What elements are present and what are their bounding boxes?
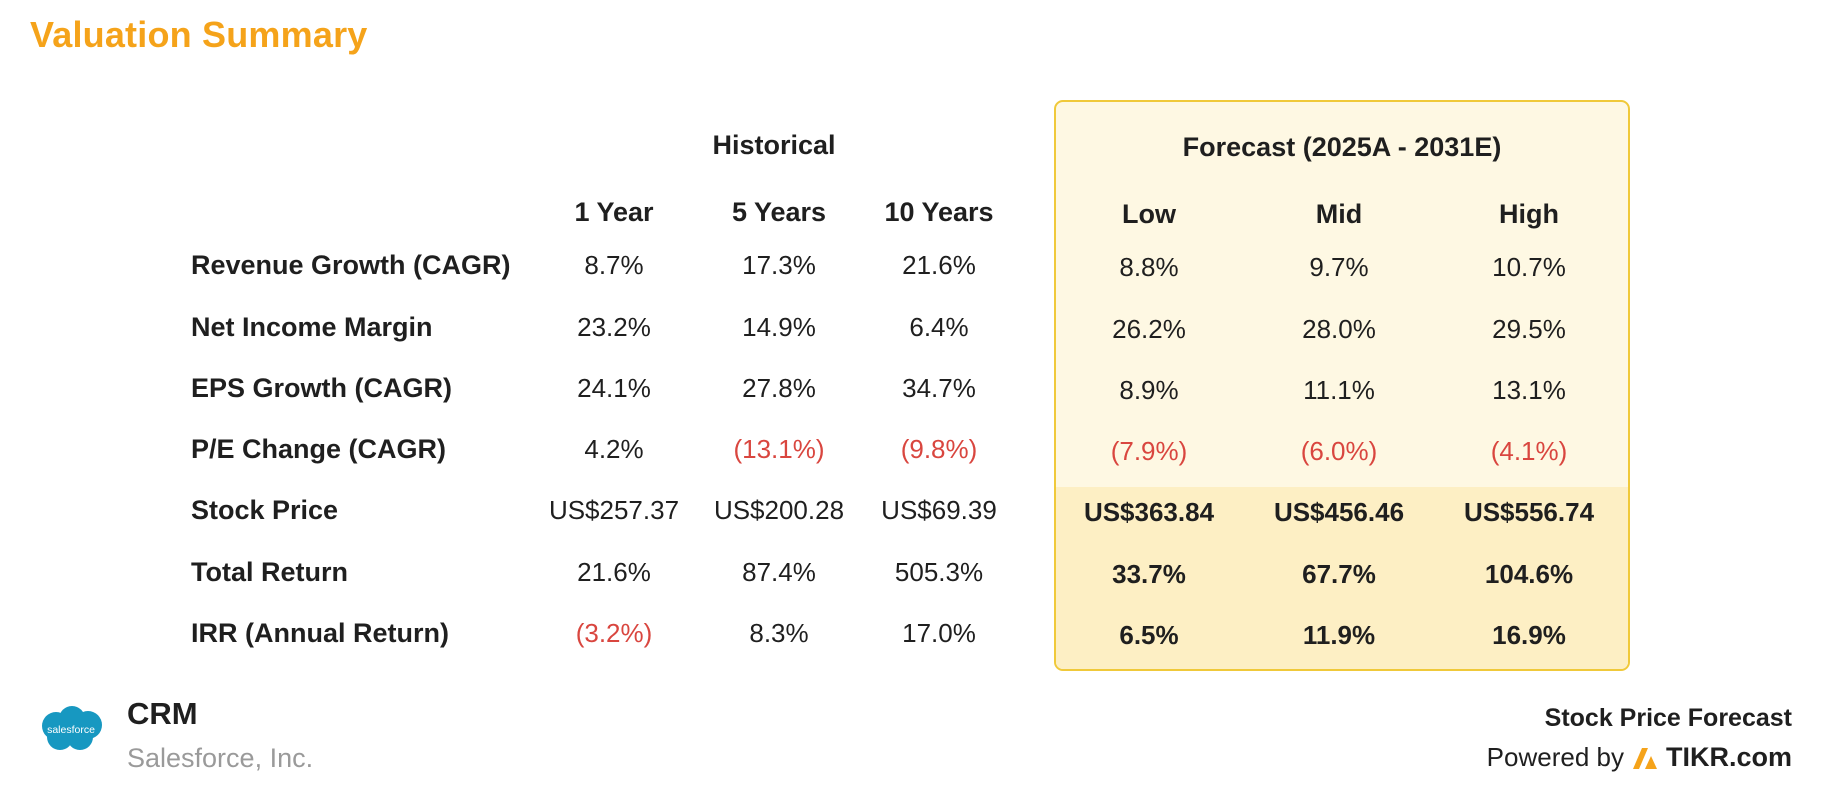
cell-1-year: (3.2%) xyxy=(575,618,653,648)
cell-high: (4.1%) xyxy=(1490,436,1568,466)
row-label: Revenue Growth (CAGR) xyxy=(191,250,511,280)
col-header-high: High xyxy=(1499,199,1559,229)
cell-1-year: 4.2% xyxy=(584,434,644,464)
col-header-5-years: 5 Years xyxy=(731,197,827,227)
col-header-low: Low xyxy=(1122,199,1176,229)
cell-low: 8.8% xyxy=(1119,252,1179,282)
cell-10-years: US$69.39 xyxy=(881,495,997,525)
forecast-label: Stock Price Forecast xyxy=(1544,704,1792,732)
cell-mid: 11.1% xyxy=(1303,375,1375,405)
cell-10-years: 17.0% xyxy=(902,618,976,648)
cell-5-years: US$200.28 xyxy=(713,495,845,525)
row-label: IRR (Annual Return) xyxy=(191,618,449,648)
cell-1-year: 8.7% xyxy=(584,250,644,280)
cell-low: 8.9% xyxy=(1119,375,1179,405)
cell-10-years: 505.3% xyxy=(894,557,984,587)
historical-header: Historical xyxy=(712,130,836,160)
forecast-header: Forecast (2025A - 2031E) xyxy=(1182,132,1502,162)
cell-mid: (6.0%) xyxy=(1300,436,1378,466)
cell-high: US$556.74 xyxy=(1463,497,1595,527)
cell-5-years: 8.3% xyxy=(749,618,809,648)
salesforce-logo: salesforce xyxy=(42,706,102,750)
company-name: Salesforce, Inc. xyxy=(127,743,314,773)
cell-10-years: (9.8%) xyxy=(900,434,978,464)
row-label: Total Return xyxy=(191,557,348,587)
cell-mid: US$456.46 xyxy=(1273,497,1405,527)
cell-low: 6.5% xyxy=(1119,620,1179,650)
cell-1-year: 21.6% xyxy=(577,557,651,587)
svg-text:salesforce: salesforce xyxy=(47,724,95,736)
cell-1-year: 23.2% xyxy=(577,312,651,342)
ticker: CRM xyxy=(127,696,198,731)
tikr-logo-icon xyxy=(1632,747,1657,769)
row-label: P/E Change (CAGR) xyxy=(191,434,447,464)
cell-high: 13.1% xyxy=(1492,375,1566,405)
cell-1-year: 24.1% xyxy=(577,373,651,403)
cell-5-years: 14.9% xyxy=(742,312,816,342)
row-label: Stock Price xyxy=(191,495,339,525)
row-label: Net Income Margin xyxy=(191,312,433,342)
cell-high: 10.7% xyxy=(1492,252,1566,282)
col-header-10-years: 10 Years xyxy=(884,197,994,227)
cell-low: (7.9%) xyxy=(1110,436,1188,466)
powered-by: Powered by TIKR.com xyxy=(1487,742,1792,773)
cell-5-years: (13.1%) xyxy=(733,434,825,464)
tikr-brand: TIKR.com xyxy=(1665,742,1792,772)
cell-mid: 9.7% xyxy=(1309,252,1369,282)
cell-5-years: 27.8% xyxy=(742,373,816,403)
page-title: Valuation Summary xyxy=(30,14,368,55)
cell-5-years: 87.4% xyxy=(742,557,816,587)
cell-5-years: 17.3% xyxy=(742,250,816,280)
cell-low: 33.7% xyxy=(1112,559,1186,589)
cell-low: US$363.84 xyxy=(1083,497,1215,527)
cell-1-year: US$257.37 xyxy=(548,495,680,525)
cell-mid: 67.7% xyxy=(1302,559,1376,589)
forecast-panel xyxy=(1054,100,1630,671)
cell-10-years: 21.6% xyxy=(902,250,976,280)
cell-high: 29.5% xyxy=(1492,314,1566,344)
cell-10-years: 34.7% xyxy=(902,373,976,403)
col-header-mid: Mid xyxy=(1315,199,1363,229)
cell-mid: 28.0% xyxy=(1302,314,1376,344)
cell-10-years: 6.4% xyxy=(909,312,969,342)
cell-low: 26.2% xyxy=(1112,314,1186,344)
col-header-1-year: 1 Year xyxy=(574,197,654,227)
forecast-highlight xyxy=(1056,487,1628,669)
cell-high: 16.9% xyxy=(1492,620,1566,650)
powered-by-text: Powered by xyxy=(1486,742,1624,772)
row-label: EPS Growth (CAGR) xyxy=(191,373,452,403)
cell-mid: 11.9% xyxy=(1302,620,1376,650)
cell-high: 104.6% xyxy=(1484,559,1574,589)
